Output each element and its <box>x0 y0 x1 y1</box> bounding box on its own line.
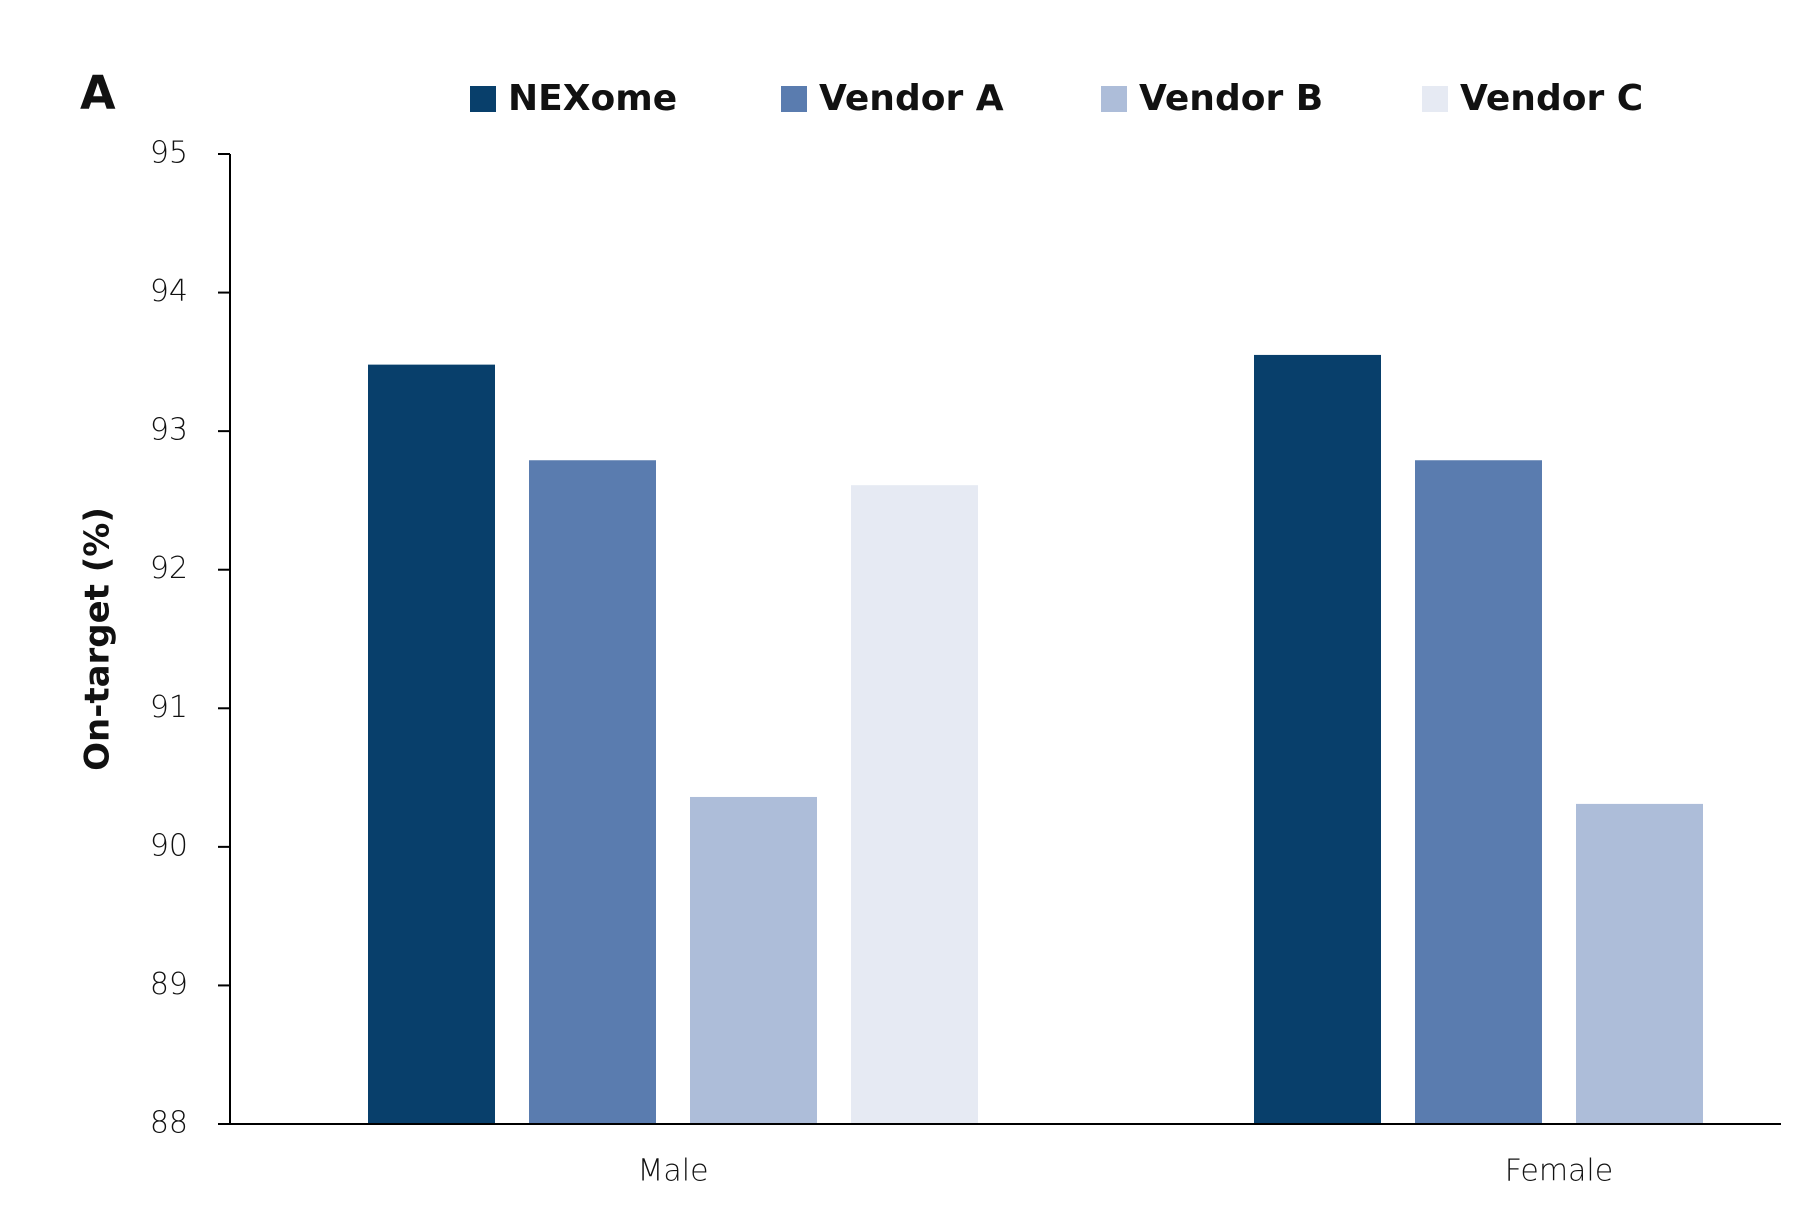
y-tick-label: 90 <box>150 828 188 863</box>
x-tick-label: Male <box>637 1154 708 1189</box>
bar <box>529 460 656 1124</box>
y-tick-label: 92 <box>150 551 188 586</box>
legend-label: NEXome <box>508 78 677 119</box>
y-tick-label: 91 <box>150 690 188 725</box>
y-tick-label: 95 <box>150 136 188 171</box>
bar <box>690 796 817 1124</box>
bar <box>1254 354 1381 1124</box>
panel-label: A <box>80 66 116 120</box>
bar <box>851 485 978 1125</box>
legend-swatch <box>1422 86 1448 112</box>
legend-label: Vendor A <box>819 78 1004 119</box>
y-axis-label: On-target (%) <box>78 507 118 771</box>
y-tick-label: 94 <box>150 274 188 309</box>
legend-label: Vendor C <box>1460 78 1643 119</box>
x-tick-label: Female <box>1505 1154 1613 1189</box>
y-tick-label: 88 <box>150 1106 188 1141</box>
y-tick-label: 93 <box>150 413 188 448</box>
legend-swatch <box>781 86 807 112</box>
legend-label: Vendor B <box>1139 78 1323 119</box>
bar <box>1415 460 1542 1124</box>
bar <box>368 364 495 1125</box>
legend-swatch <box>1101 86 1127 112</box>
y-tick-label: 89 <box>150 967 188 1002</box>
bar <box>1576 803 1703 1124</box>
legend-swatch <box>470 86 496 112</box>
